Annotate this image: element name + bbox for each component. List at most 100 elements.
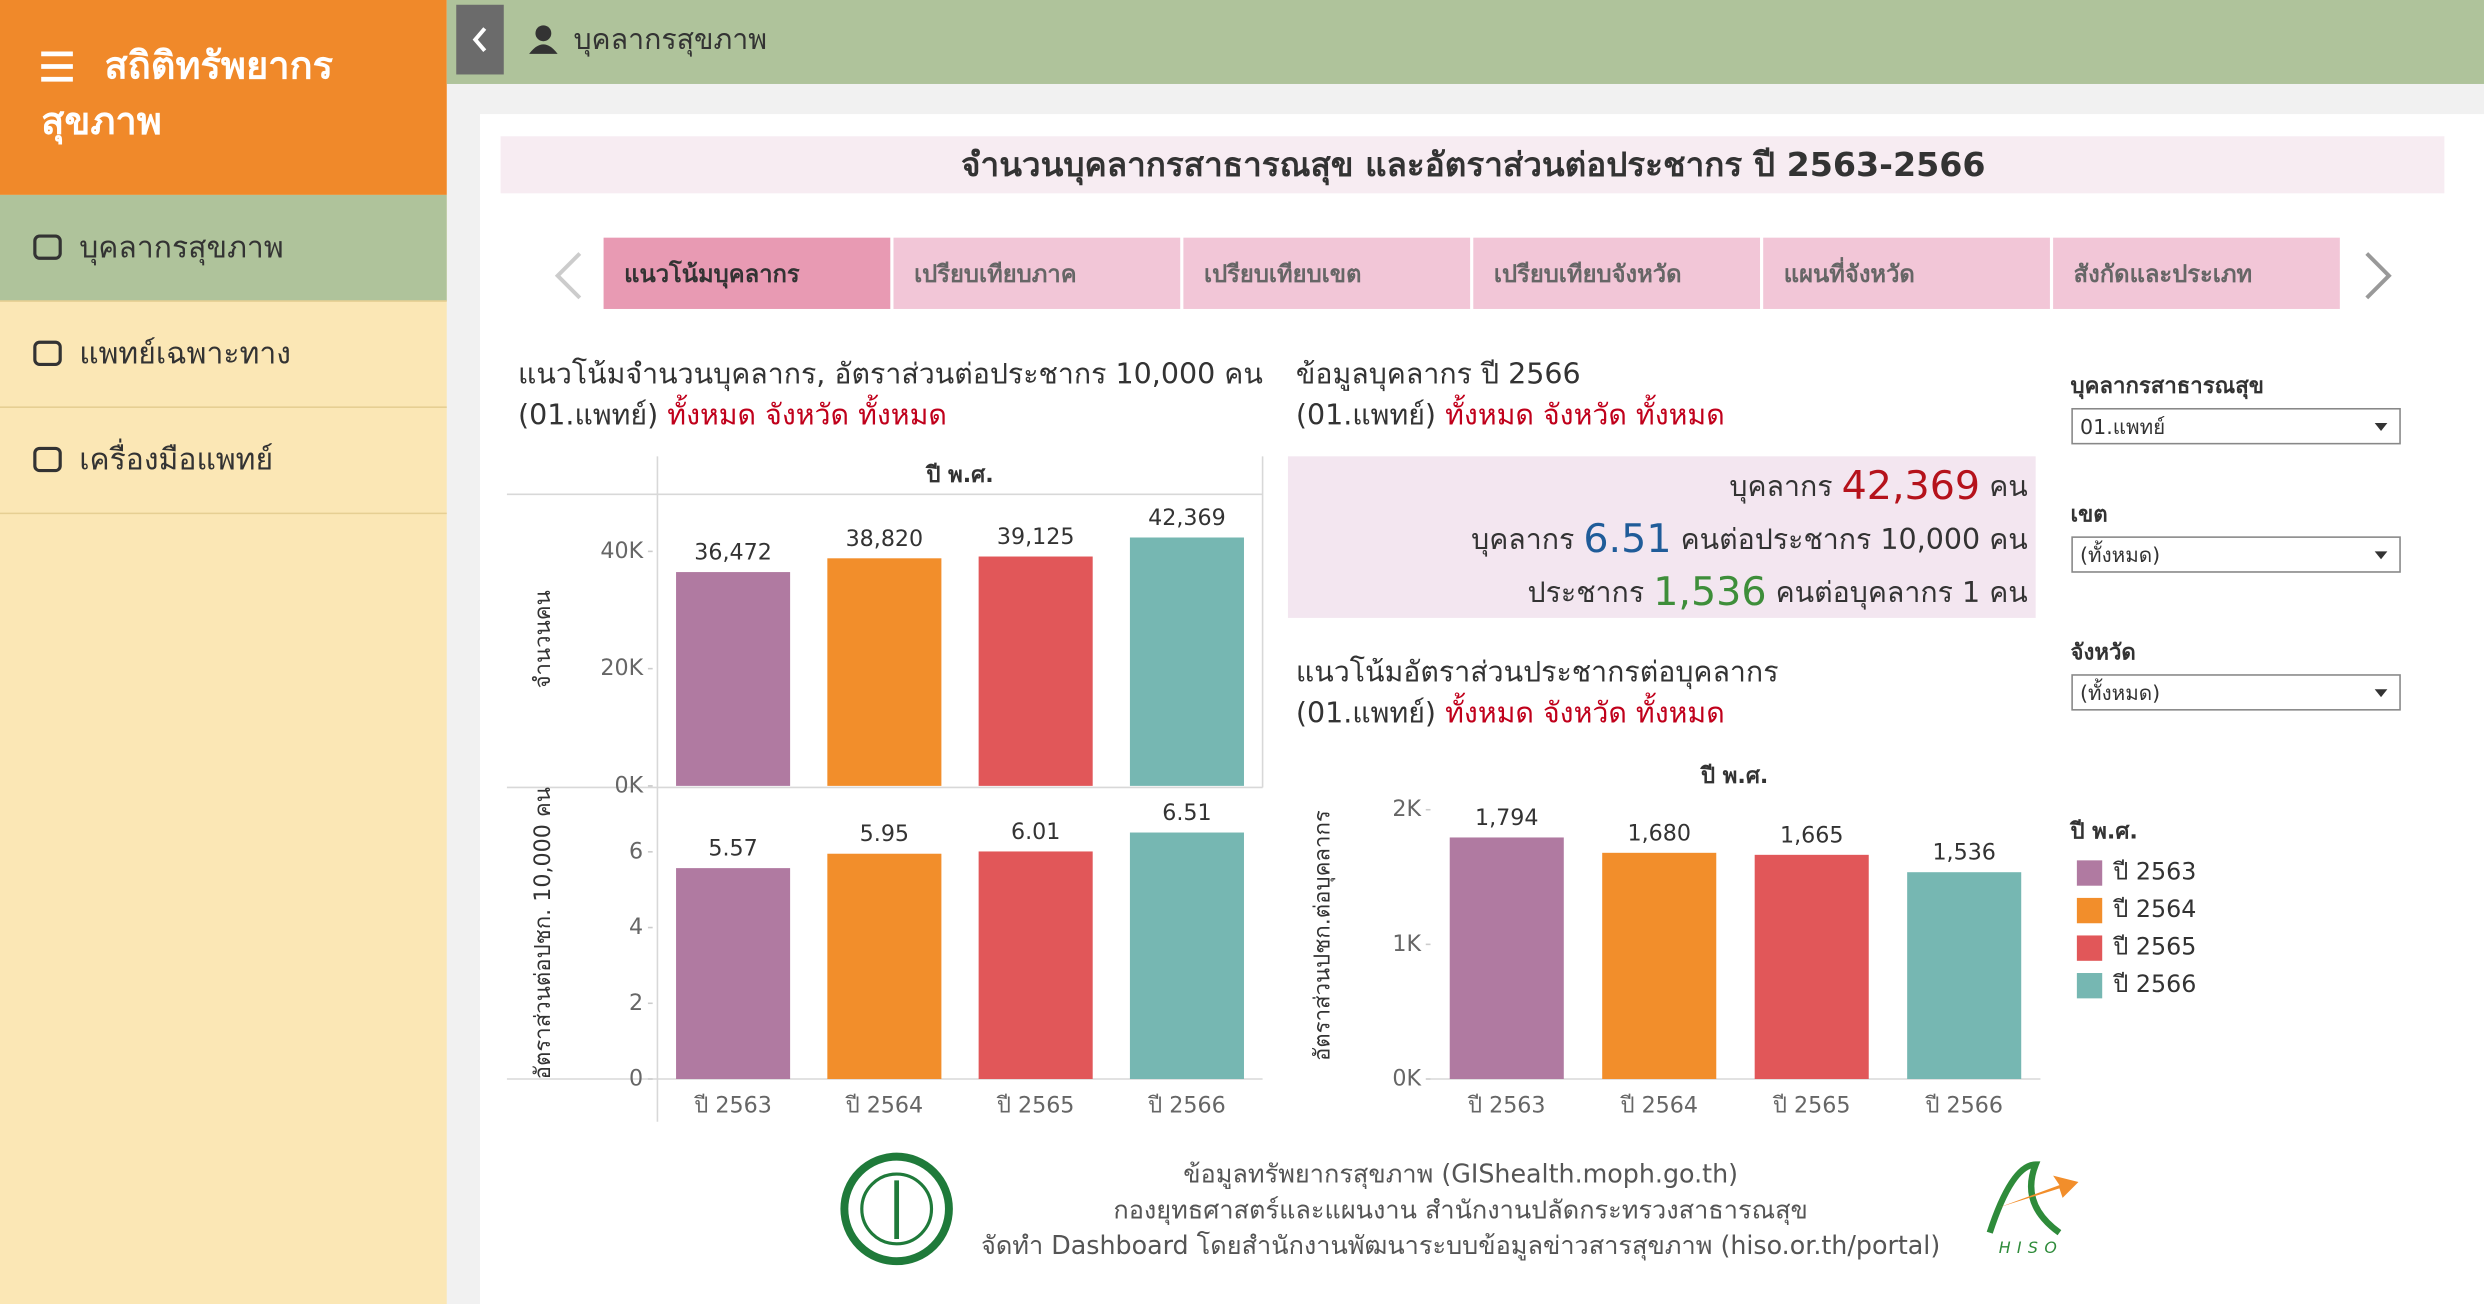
legend: ปี พ.ศ. ปี 2563 ปี 2564 ปี 2565 ปี 2566	[2069, 818, 2196, 999]
y-tick-label: 0K	[615, 772, 644, 798]
info-prefix: ประชากร	[1528, 576, 1645, 609]
x-tick-label: ปี 2566	[1147, 1092, 1226, 1118]
sidebar-title: สถิติทรัพยากร	[105, 44, 334, 88]
tab[interactable]	[1763, 237, 2050, 309]
y-tick-label: 4	[629, 914, 643, 940]
value-label: 39,125	[997, 524, 1075, 550]
info-box	[1287, 456, 2036, 618]
y-axis-label: อัตราส่วนต่อปชก. 10,000 คน	[530, 787, 556, 1079]
collapse-button[interactable]	[456, 4, 504, 75]
scope: (01.แพทย์)	[1296, 697, 1436, 730]
info-subheading: (01.แพทย์) ทั้งหมด จังหวัด ทั้งหมด	[1296, 395, 1725, 432]
scope: (01.แพทย์)	[1296, 399, 1436, 432]
y-tick-label: 2	[629, 990, 643, 1016]
info-heading: ข้อมูลบุคลากร ปี 2566	[1296, 358, 1581, 392]
filter-label: เขต	[2071, 501, 2108, 527]
right-subheading: (01.แพทย์) ทั้งหมด จังหวัด ทั้งหมด	[1296, 693, 1725, 730]
menu-label: แพทย์เฉพาะทาง	[79, 336, 291, 371]
filter-value: (ทั้งหมด)	[2080, 678, 2160, 705]
dropdown-arrow	[2374, 551, 2388, 560]
info-prefix: บุคลากร	[1471, 523, 1574, 557]
value-label: 6.01	[1011, 819, 1060, 845]
bar	[1449, 837, 1564, 1080]
tab[interactable]	[1183, 237, 1471, 309]
dropdown-arrow	[2374, 423, 2388, 431]
x-tick-label: ปี 2564	[845, 1092, 924, 1118]
tab-prev[interactable]	[554, 252, 582, 300]
bar	[676, 572, 791, 786]
tab[interactable]	[2053, 237, 2340, 309]
tab[interactable]	[603, 237, 891, 309]
hiso-logo: HISO	[1986, 1161, 2079, 1257]
value-label: 5.57	[708, 836, 757, 862]
info-line: บุคลากร 6.51 คนต่อประชากร 10,000 คน	[1471, 516, 2028, 562]
menu-icon	[33, 340, 62, 367]
legend-title: ปี พ.ศ.	[2069, 818, 2137, 844]
legend-label: ปี 2566	[2112, 970, 2196, 998]
x-tick-label: ปี 2563	[1467, 1092, 1546, 1118]
bar	[1129, 832, 1244, 1080]
value-label: 1,536	[1932, 840, 1995, 866]
footer-line: ข้อมูลทรัพยากรสุขภาพ (GIShealth.moph.go.…	[1183, 1159, 1738, 1190]
value-label: 1,680	[1627, 820, 1690, 846]
value-label: 36,472	[694, 540, 772, 566]
dropdown-arrow	[2374, 689, 2388, 698]
tab-next[interactable]	[2365, 252, 2392, 300]
info-value: 6.51	[1583, 516, 1671, 562]
info-value: 42,369	[1842, 463, 1981, 509]
y-tick-label: 40K	[600, 538, 643, 564]
legend-swatch	[2076, 897, 2103, 924]
info-line: ประชากร 1,536 คนต่อบุคลากร 1 คน	[1528, 569, 2028, 615]
tab-label: สังกัดและประเภท	[2074, 260, 2253, 288]
menu-label: บุคลากรสุขภาพ	[79, 230, 283, 266]
hiso-text: HISO	[1999, 1238, 2063, 1257]
legend-swatch	[2076, 973, 2103, 999]
moph-logo	[840, 1152, 953, 1266]
selection: ทั้งหมด จังหวัด ทั้งหมด	[1445, 693, 1725, 730]
y-tick-label: 20K	[600, 655, 643, 681]
bar	[676, 868, 791, 1080]
bar	[1907, 872, 2022, 1080]
dashboard-title: จำนวนบุคลากรสาธารณสุข และอัตราส่วนต่อประ…	[961, 145, 1986, 186]
value-label: 6.51	[1162, 800, 1211, 826]
info-lines: บุคลากร 42,369 คนบุคลากร 6.51 คนต่อประชา…	[1471, 463, 2028, 615]
filters: บุคลากรสาธารณสุข 01.แพทย์เขต (ทั้งหมด) จังห…	[2071, 373, 2401, 711]
y-axis-label: จำนวนคน	[530, 590, 556, 688]
x-tick-label: ปี 2565	[996, 1092, 1075, 1118]
chart-header: ปี พ.ศ.	[925, 462, 993, 488]
legend-label: ปี 2565	[2112, 933, 2196, 961]
user-icon	[529, 25, 558, 54]
filter-value: (ทั้งหมด)	[2080, 540, 2160, 567]
menu-icon	[33, 446, 62, 473]
value-label: 1,665	[1780, 822, 1843, 848]
tab-label: เปรียบเทียบจังหวัด	[1494, 260, 1682, 288]
menu-icon[interactable]	[41, 51, 73, 82]
tab[interactable]	[1473, 237, 1761, 309]
collapse-icon	[472, 27, 487, 52]
title-bar	[500, 136, 2445, 194]
footer-line: กองยุทธศาสตร์และแผนงาน สำนักงานปลัดกระทร…	[1113, 1194, 1808, 1225]
bar	[1602, 852, 1717, 1080]
scope: (01.แพทย์)	[518, 399, 658, 432]
filter-select[interactable]	[2071, 536, 2401, 573]
sidebar-title: สุขภาพ	[41, 99, 162, 145]
legend-swatch	[2076, 935, 2103, 961]
footer-line: จัดทำ Dashboard โดยสำนักงานพัฒนาระบบข้อม…	[981, 1230, 1940, 1261]
value-label: 5.95	[860, 821, 909, 847]
filter-select[interactable]	[2071, 674, 2401, 711]
footer: ข้อมูลทรัพยากรสุขภาพ (GIShealth.moph.go.…	[981, 1159, 1940, 1261]
selection: ทั้งหมด จังหวัด ทั้งหมด	[1445, 395, 1725, 432]
filter-select[interactable]	[2071, 407, 2401, 445]
right-heading: แนวโน้มอัตราส่วนประชากรต่อบุคลากร	[1296, 655, 1779, 689]
value-label: 42,369	[1148, 505, 1226, 531]
menu-item[interactable]	[0, 194, 447, 302]
tab-label: แนวโน้มบุคลากร	[624, 259, 800, 289]
tab-label: แผนที่จังหวัด	[1784, 257, 1915, 288]
x-tick-label: ปี 2564	[1619, 1092, 1698, 1118]
top-bar	[446, 0, 2484, 84]
legend-label: ปี 2564	[2112, 895, 2196, 923]
bar	[1129, 537, 1244, 786]
tab[interactable]	[893, 237, 1181, 309]
